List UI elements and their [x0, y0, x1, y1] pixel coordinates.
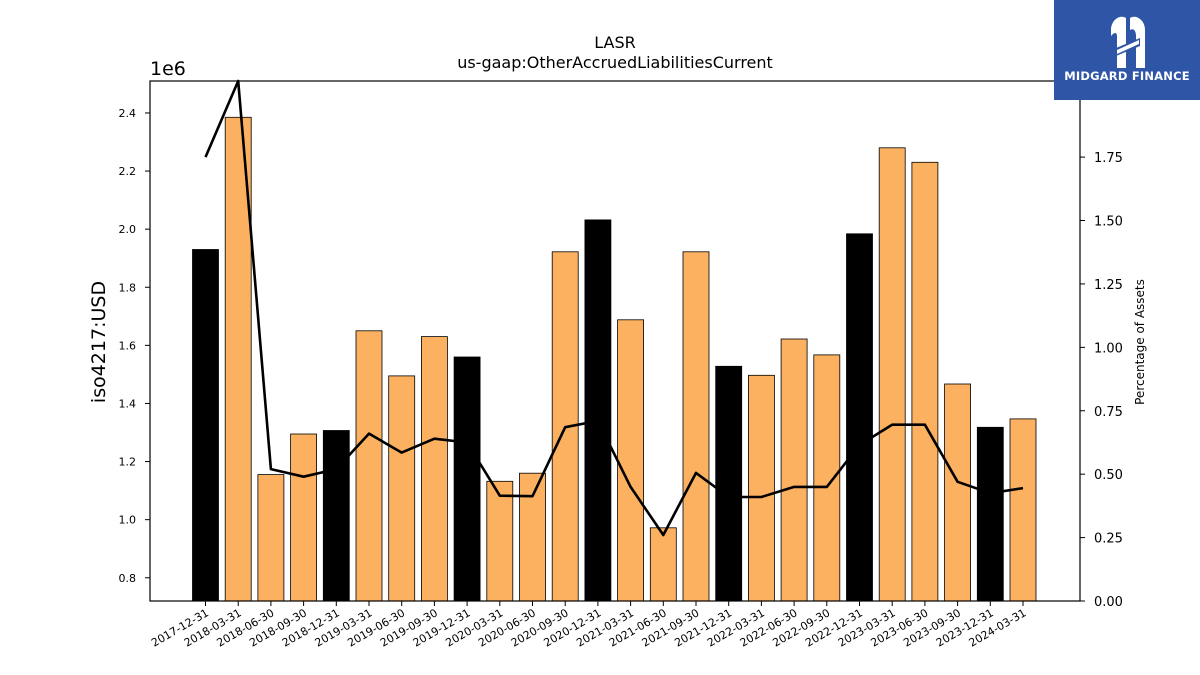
y-tick-label: 1.8	[119, 281, 137, 294]
bar-2019-06-30	[388, 375, 416, 602]
bar-2021-09-30	[682, 251, 710, 602]
brand-name: MIDGARD FINANCE	[1064, 69, 1190, 83]
y2-tick-label: 1.00	[1094, 341, 1123, 356]
bar-2022-12-31	[846, 233, 873, 602]
brand-logo: MIDGARD FINANCE	[1054, 0, 1200, 100]
y-tick-label: 1.4	[119, 397, 137, 410]
bar-2022-06-30	[780, 338, 808, 602]
y-axis-label: iso4217:USD	[88, 281, 110, 403]
bar-2018-09-30	[290, 433, 318, 602]
bar-2023-03-31	[878, 147, 906, 602]
bar-2022-03-31	[748, 374, 775, 602]
bars-group	[192, 116, 1037, 602]
x-ticks: 2017-12-312018-03-312018-06-302018-09-30…	[149, 601, 1029, 650]
y-tick-label: 1.6	[119, 339, 137, 352]
y2-axis-label: Percentage of Assets	[1133, 279, 1147, 405]
y2-tick-label: 1.25	[1094, 278, 1123, 293]
y2-tick-label: 0.00	[1094, 595, 1123, 610]
bar-2023-12-31	[976, 426, 1004, 602]
bar-2020-03-31	[486, 480, 514, 602]
bar-2021-03-31	[617, 319, 644, 602]
bar-2019-09-30	[420, 336, 448, 602]
chart-title: LASR	[594, 33, 636, 52]
percentage-line	[204, 79, 1024, 537]
bar-2017-12-31	[192, 249, 219, 602]
y2-tick-label: 1.50	[1094, 215, 1123, 230]
bar-2021-12-31	[715, 365, 743, 602]
midgard-logo-icon	[1111, 16, 1145, 68]
bar-2024-03-31	[1009, 418, 1037, 602]
bar-2023-06-30	[911, 161, 939, 602]
line-group	[204, 79, 1024, 537]
bar-2023-09-30	[944, 383, 971, 602]
y-tick-label: 2.4	[119, 107, 137, 120]
y2-tick-label: 1.75	[1094, 151, 1123, 166]
bar-2020-12-31	[584, 219, 612, 602]
y-tick-label: 2.0	[119, 223, 137, 236]
bar-2020-06-30	[519, 472, 546, 602]
y-tick-label: 1.0	[119, 514, 137, 527]
y2-tick-label: 0.50	[1094, 468, 1123, 483]
bar-2019-03-31	[355, 330, 383, 602]
bar-2021-06-30	[649, 527, 677, 602]
bar-2018-06-30	[257, 474, 285, 602]
y2-ticks: 0.00 0.25 0.50 0.75 1.00 1.25 1.50 1.75	[1080, 151, 1123, 610]
y2-tick-label: 0.25	[1094, 532, 1123, 547]
plot-frame	[149, 80, 1081, 602]
y2-tick-label: 0.75	[1094, 405, 1123, 420]
bar-2018-12-31	[322, 430, 350, 602]
y-tick-label: 2.2	[119, 165, 137, 178]
bar-2019-12-31	[453, 356, 481, 602]
y-tick-label: 0.8	[119, 572, 137, 585]
chart-subtitle: us-gaap:OtherAccruedLiabilitiesCurrent	[457, 53, 773, 72]
y-offset-label: 1e6	[150, 58, 186, 80]
y-ticks: 0.8 1.0 1.2 1.4 1.6 1.8 2.0 2.2 2.4	[119, 107, 150, 585]
bar-2022-09-30	[813, 354, 841, 602]
y-tick-label: 1.2	[119, 456, 137, 469]
